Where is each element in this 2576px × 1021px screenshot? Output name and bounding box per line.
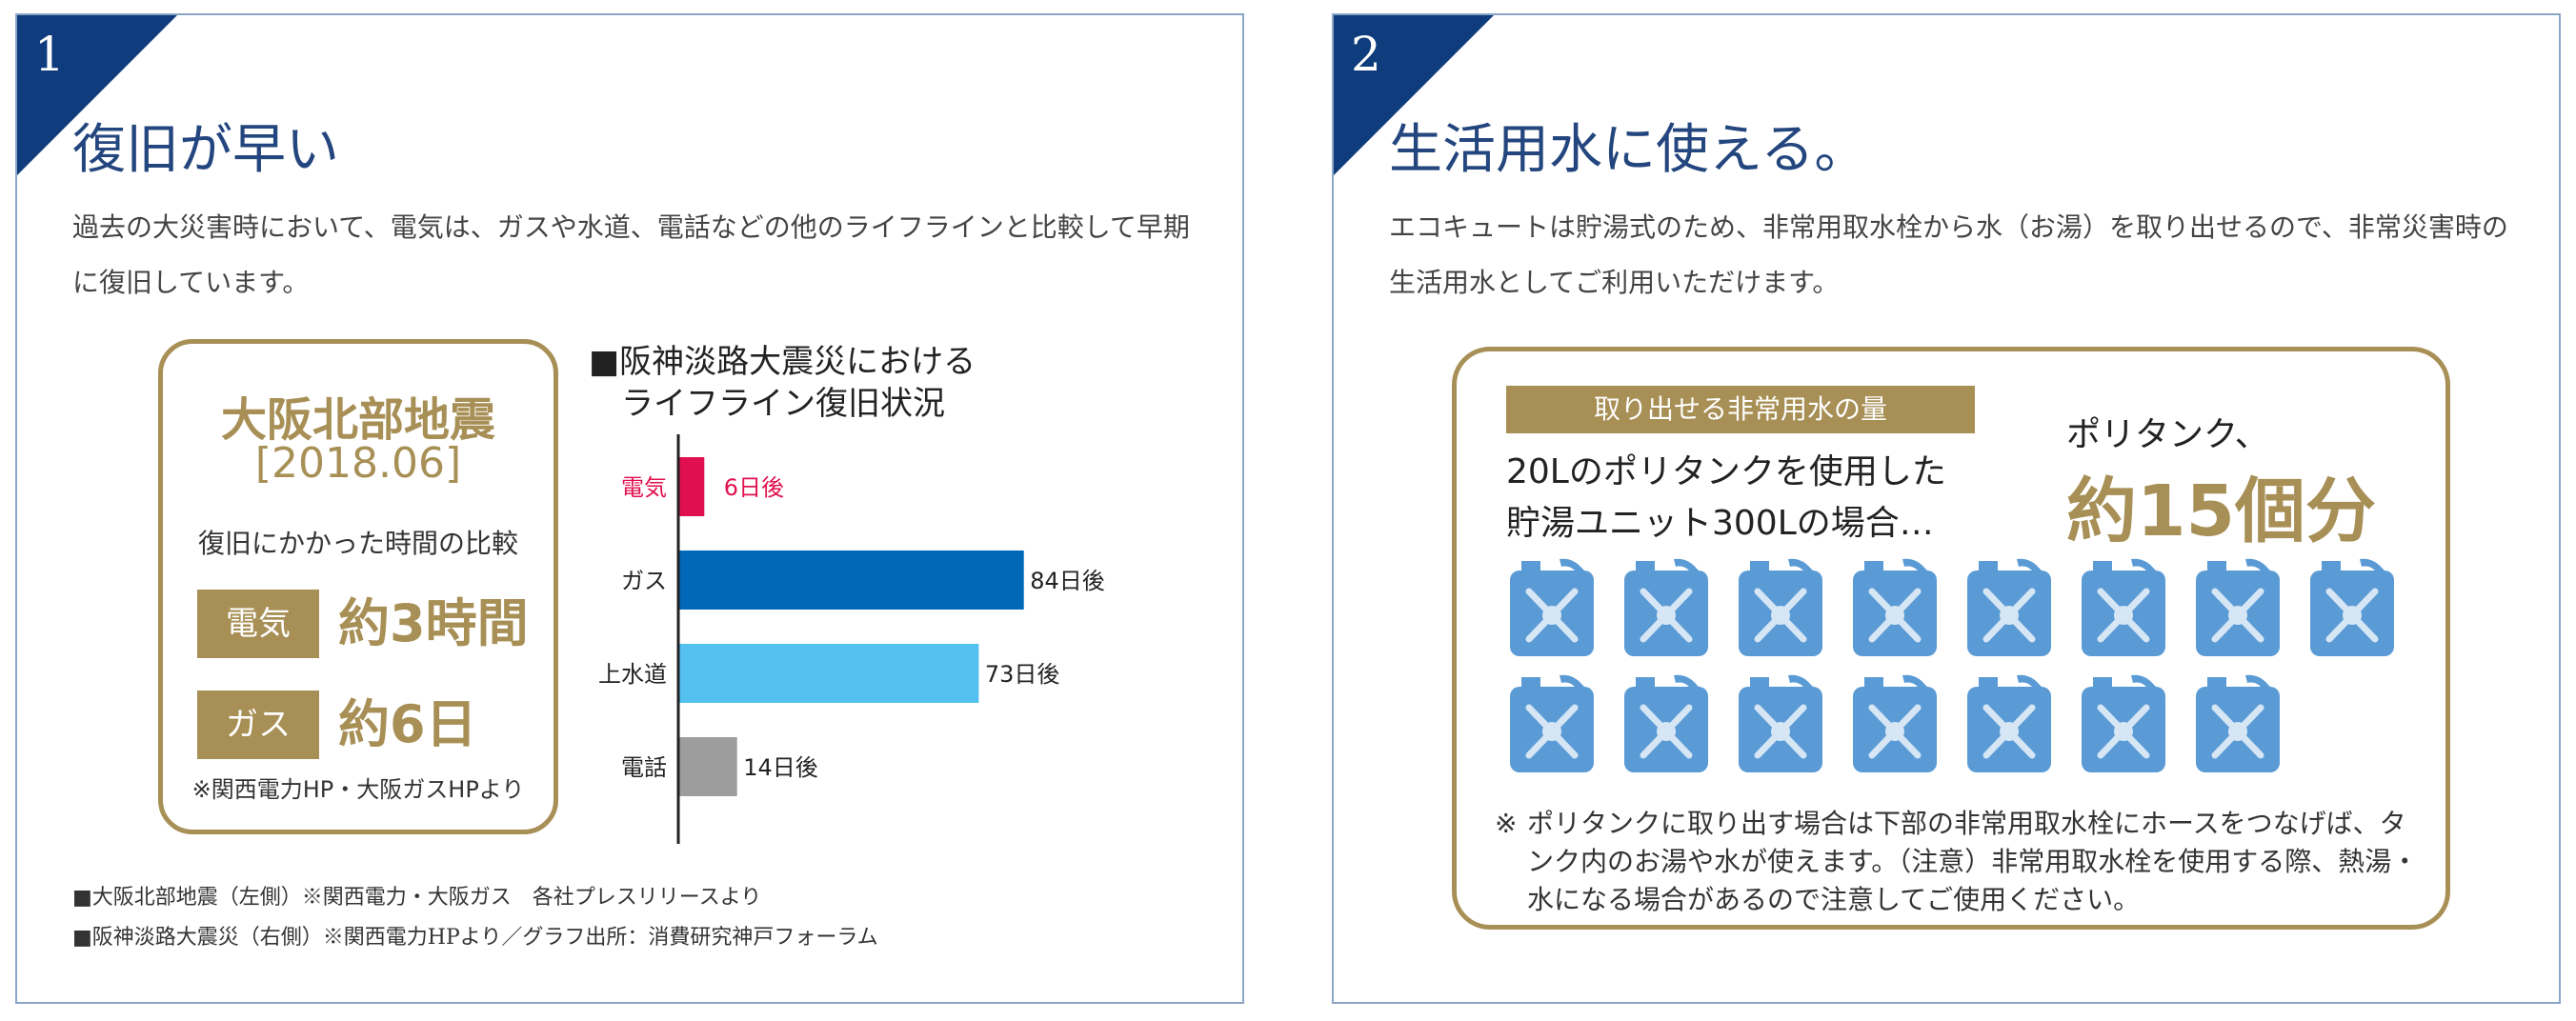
chart-data-label: 6日後 [724, 474, 784, 501]
chart-title-line1: ■阪神淡路大震災における [589, 343, 976, 381]
chart-category-label: ガス [621, 568, 667, 594]
footnotes: ■大阪北部地震（左側）※関西電力・大阪ガス 各社プレスリリースより ■阪神淡路大… [72, 878, 878, 958]
water-tank-icon [2078, 670, 2169, 774]
chart-data-label: 73日後 [985, 661, 1060, 688]
water-tank-icon [1620, 553, 1712, 658]
water-tank-icon [1849, 553, 1941, 658]
poly-tank-label: ポリタンク、 [2066, 415, 2269, 454]
water-tank-icon [2192, 553, 2284, 658]
chart-data-label: 84日後 [1030, 568, 1105, 594]
chart-bar [679, 551, 1024, 610]
water-amount-box: 取り出せる非常用水の量 20Lのポリタンクを使用した 貯湯ユニット300Lの場合… [1452, 347, 2450, 930]
recovery-panel: 1 復旧が早い 過去の大災害時において、電気は、ガスや水道、電話などの他のライフ… [15, 13, 1244, 1004]
water-tank-icon [2306, 553, 2398, 658]
comparison-subtitle: 復旧にかかった時間の比較 [197, 528, 518, 559]
corner-badge [1334, 15, 1496, 177]
chart-data-label: 14日後 [743, 754, 818, 781]
earthquake-title: 大阪北部地震 [220, 393, 495, 447]
footnote: ■阪神淡路大震災（右側）※関西電力HPより／グラフ出所：消費研究神戸フォーラム [72, 926, 878, 950]
note-mark: ※ [1495, 808, 1518, 839]
electricity-value: 約3時間 [338, 593, 529, 653]
electricity-label: 電気 [197, 590, 319, 658]
panel-title: 生活用水に使える。 [1389, 119, 1868, 181]
panel-number: 1 [34, 27, 65, 82]
chart-category-label: 上水道 [598, 661, 667, 688]
water-tank-icon [1849, 670, 1941, 774]
panel-number: 2 [1351, 27, 1381, 82]
chart-bar [679, 644, 979, 703]
water-tank-icon [1735, 670, 1826, 774]
panel-title: 復旧が早い [72, 119, 339, 181]
water-tank-icon [1506, 553, 1598, 658]
panel-description: エコキュートは貯湯式のため、非常用取水栓から水（お湯）を取り出せるので、非常災害… [1389, 211, 2508, 298]
water-tank-icon [1735, 553, 1826, 658]
case-line: 20Lのポリタンクを使用した [1506, 452, 1946, 491]
water-tank-icon [1506, 670, 1598, 774]
earthquake-date: [2018.06] [254, 439, 462, 488]
poly-tank-count: 約15個分 [2066, 470, 2376, 552]
usage-note: ※ ポリタンクに取り出す場合は下部の非常用取水栓にホースをつなげば、タンク内のお… [1495, 805, 2419, 919]
footnote: ■大阪北部地震（左側）※関西電力・大阪ガス 各社プレスリリースより [72, 886, 762, 910]
gas-value: 約6日 [338, 694, 477, 754]
panel-description: 過去の大災害時において、電気は、ガスや水道、電話などの他のライフラインと比較して… [72, 211, 1190, 298]
water-tank-icon [1963, 553, 2055, 658]
water-use-panel: 2 生活用水に使える。 エコキュートは貯湯式のため、非常用取水栓から水（お湯）を… [1332, 13, 2561, 1004]
chart-title-line2: ライフライン復旧状況 [621, 385, 945, 423]
corner-badge [17, 15, 179, 177]
gas-label: ガス [197, 691, 319, 759]
chart-title: ■阪神淡路大震災における ライフライン復旧状況 [589, 341, 976, 425]
case-text: 20Lのポリタンクを使用した 貯湯ユニット300Lの場合… [1506, 447, 1946, 550]
osaka-source: ※関西電力HP・大阪ガスHPより [191, 776, 525, 803]
amount-badge: 取り出せる非常用水の量 [1506, 386, 1975, 433]
water-tank-icon [2078, 553, 2169, 658]
chart-bar [679, 457, 705, 516]
osaka-earthquake-box: 大阪北部地震 [2018.06] 復旧にかかった時間の比較 電気 約3時間 ガス… [158, 339, 558, 834]
note-text: ポリタンクに取り出す場合は下部の非常用取水栓にホースをつなげば、タンク内のお湯や… [1527, 808, 2419, 915]
chart-category-label: 電話 [621, 754, 667, 781]
chart-bar [679, 737, 737, 796]
water-tank-icon [2192, 670, 2284, 774]
case-line: 貯湯ユニット300Lの場合… [1506, 504, 1934, 543]
chart-category-label: 電気 [621, 474, 667, 501]
water-tank-icon [1963, 670, 2055, 774]
water-tank-icon [1620, 670, 1712, 774]
